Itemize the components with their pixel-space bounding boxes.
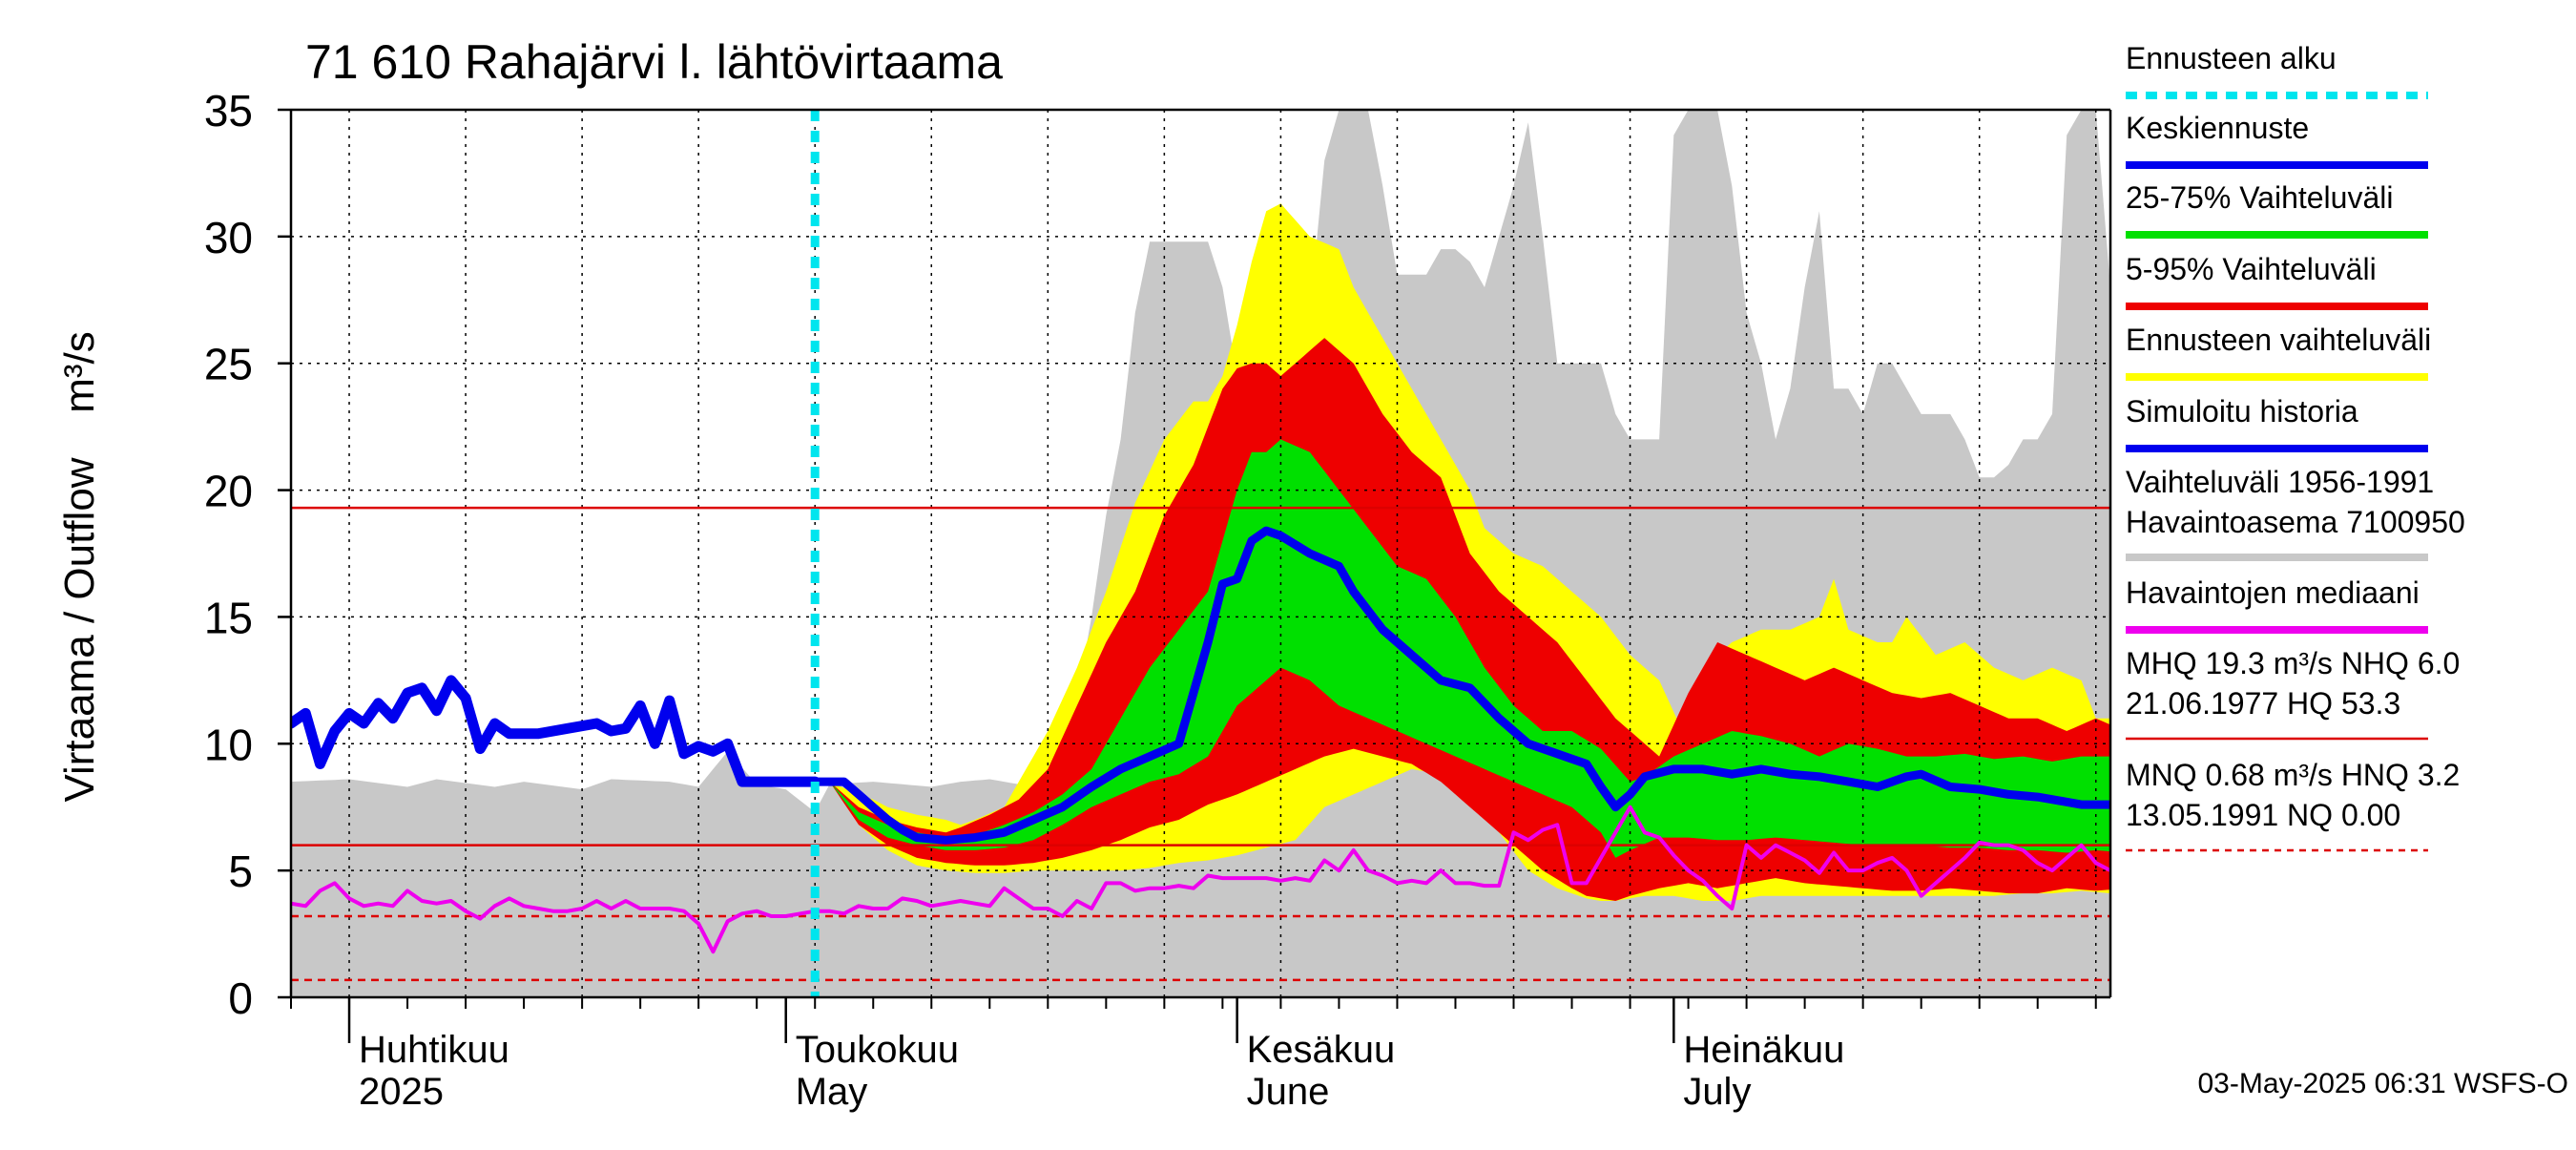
legend-label: MNQ 0.68 m³/s HNQ 3.2 (2126, 758, 2460, 792)
y-tick-label: 10 (204, 720, 253, 769)
legend-label-line2: 13.05.1991 NQ 0.00 (2126, 798, 2400, 832)
month-label-en: 2025 (359, 1071, 444, 1113)
y-tick-label: 35 (204, 86, 253, 136)
grid (291, 110, 2110, 997)
data-layer (291, 110, 2110, 997)
legend-label: Vaihteluväli 1956-1991 (2126, 465, 2434, 499)
y-tick-label: 30 (204, 213, 253, 262)
month-label-en: June (1247, 1071, 1330, 1113)
simulated-history-line (291, 675, 821, 787)
month-label-fi: Kesäkuu (1247, 1029, 1396, 1071)
legend-label-line2: 21.06.1977 HQ 53.3 (2126, 686, 2400, 721)
month-label-en: May (796, 1071, 868, 1113)
legend-label: Simuloitu historia (2126, 394, 2358, 429)
month-label-fi: Toukokuu (796, 1029, 959, 1071)
month-label-fi: Heinäkuu (1683, 1029, 1844, 1071)
legend-label-line2: Havaintoasema 7100950 (2126, 505, 2465, 539)
legend-label: Havaintojen mediaani (2126, 575, 2420, 610)
legend-label: MHQ 19.3 m³/s NHQ 6.0 (2126, 646, 2460, 680)
median-forecast-line (810, 526, 2110, 845)
legend-label: 5-95% Vaihteluväli (2126, 252, 2377, 286)
observed-median-line (291, 805, 2110, 954)
footer-timestamp: 03-May-2025 06:31 WSFS-O (2198, 1068, 2569, 1099)
legend-label: 25-75% Vaihteluväli (2126, 180, 2393, 215)
chart-title: 71 610 Rahajärvi l. lähtövirtaama (305, 35, 1003, 89)
y-tick-label: 25 (204, 340, 253, 389)
series-layer (291, 110, 2110, 997)
y-tick-label: 5 (228, 847, 253, 896)
p25-75-band (815, 439, 2110, 858)
legend-label: Keskiennuste (2126, 111, 2309, 145)
y-tick-label: 0 (228, 973, 253, 1023)
legend-label: Ennusteen vaihteluväli (2126, 323, 2431, 357)
legend: Ennusteen alku Keskiennuste 25-75% Vaihtel… (2126, 41, 2465, 852)
legend-label: Ennusteen alku (2126, 41, 2337, 75)
y-tick-label: 15 (204, 593, 253, 642)
month-label-en: July (1683, 1071, 1751, 1113)
month-label-fi: Huhtikuu (359, 1029, 509, 1071)
axes: 05101520253035Huhtikuu2025ToukokuuMayKes… (204, 86, 2112, 1113)
y-tick-label: 20 (204, 467, 253, 516)
y-axis-unit: m³/s (56, 331, 103, 413)
y-axis-label: Virtaama / Outflow (56, 457, 103, 802)
